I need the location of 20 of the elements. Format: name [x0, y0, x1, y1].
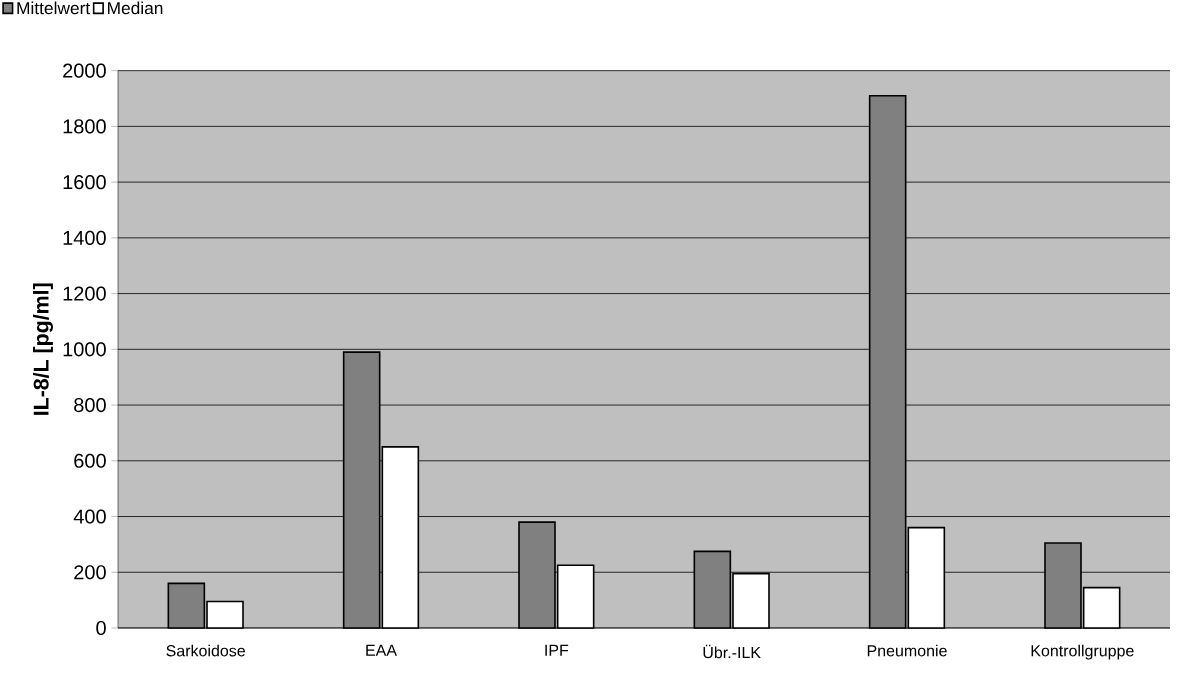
y-tick-label: 400	[73, 509, 106, 524]
x-tick-label: Übr.-ILK	[703, 644, 761, 659]
y-tick-label: 0	[96, 620, 106, 636]
legend-label: Median	[108, 1, 163, 15]
y-tick-label: 1200	[63, 286, 106, 301]
y-tick-label: 800	[74, 397, 106, 413]
y-tick-label: 1800	[63, 119, 106, 134]
y-tick-label: 1600	[63, 175, 106, 190]
y-tick-label: 2000	[63, 63, 106, 78]
y-tick-label: 1000	[63, 342, 106, 357]
y-axis-title: IL-8/L [pg/ml]	[33, 283, 53, 415]
y-tick-label: 1400	[63, 230, 106, 245]
x-tick-label: Sarkoidose	[166, 644, 245, 657]
x-tick-label: Pneumonie	[867, 644, 947, 657]
x-tick-label: IPF	[545, 644, 569, 656]
x-tick-label: Kontrollgruppe	[1031, 644, 1134, 660]
y-tick-label: 200	[74, 565, 106, 580]
legend-label: Mittelwert	[17, 1, 91, 15]
y-tick-label: 600	[74, 453, 106, 468]
x-tick-label: EAA	[366, 644, 397, 656]
